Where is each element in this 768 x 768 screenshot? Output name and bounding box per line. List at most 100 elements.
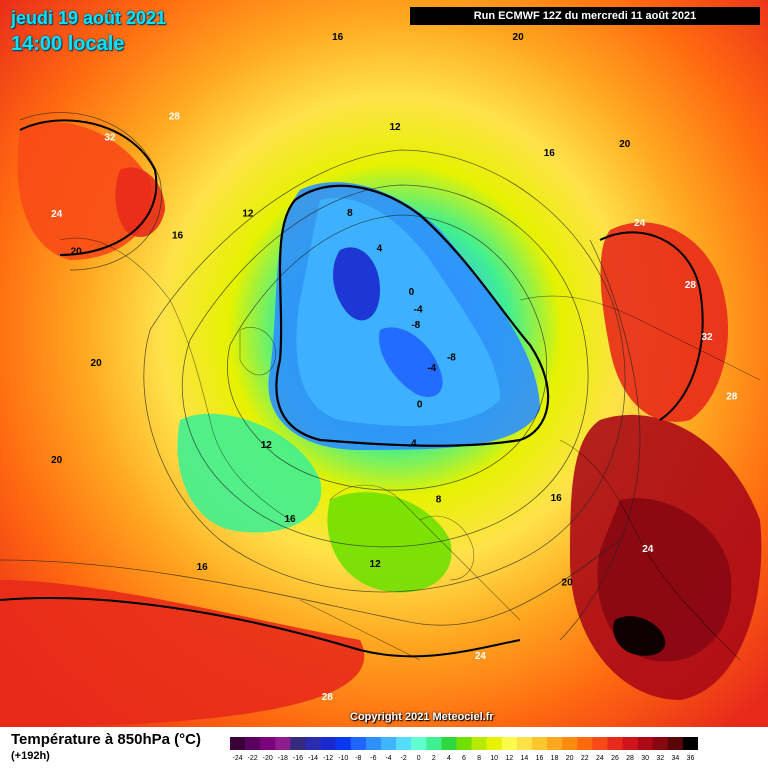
isotherm-label: 20 [51, 455, 63, 466]
isotherm-twenty-west [19, 119, 158, 256]
isotherm-label: -8 [447, 353, 456, 364]
isotherm-label: 16 [544, 148, 556, 159]
legend-label: 16 [536, 755, 544, 762]
coastline [59, 237, 291, 521]
legend-swatch [320, 737, 336, 750]
field-warm-core-west [115, 167, 165, 238]
isotherm-label: 32 [701, 332, 713, 343]
isotherm-label: 20 [562, 578, 574, 589]
isotherm-label: -8 [411, 320, 420, 331]
field-extreme-heat-core [613, 616, 666, 656]
coastline [329, 484, 521, 621]
isotherm-line [559, 239, 641, 641]
isotherm-labels: 16 12 20 20 16 12 8 4 0 -4 -8 -4 -8 0 4 8 12 16 20 24 28 24 28… [51, 32, 738, 703]
isotherm-label: 28 [169, 111, 181, 122]
legend-label: -20 [263, 755, 273, 762]
legend-swatch [667, 737, 684, 750]
isotherm-line [227, 214, 547, 491]
legend-swatch [245, 737, 261, 750]
legend-label: -14 [308, 755, 318, 762]
isotherm-label: 16 [284, 514, 296, 525]
legend-swatch [622, 737, 638, 750]
legend-swatch [471, 737, 487, 750]
legend-swatch [350, 737, 367, 750]
isotherm-label: 20 [91, 358, 103, 369]
legend-swatch [577, 737, 593, 750]
forecast-time: 14:00 locale [11, 33, 125, 55]
isotherm-label: 0 [417, 400, 423, 411]
isotherm-label: 24 [634, 218, 646, 229]
legend-label: 22 [581, 755, 589, 762]
legend-label: -10 [338, 755, 348, 762]
isotherm-label: 24 [475, 651, 487, 662]
isotherm-label: 12 [242, 209, 254, 220]
isotherm-label: 24 [51, 209, 63, 220]
legend-label: 6 [462, 755, 466, 762]
legend-label: 8 [477, 755, 481, 762]
field-mild-zone-europe [327, 492, 452, 593]
legend-swatch [380, 737, 397, 750]
legend-label: -22 [248, 755, 258, 762]
legend-swatch [456, 737, 472, 750]
temperature-fields [0, 122, 762, 727]
coastline [559, 439, 741, 661]
legend-label: -8 [355, 755, 361, 762]
legend-swatch [501, 737, 518, 750]
legend-label: 36 [687, 755, 695, 762]
legend-swatch [260, 737, 276, 750]
legend-swatch [682, 737, 698, 750]
legend-label: 26 [611, 755, 619, 762]
copyright: Copyright 2021 Meteociel.fr [350, 711, 494, 723]
field-hot-zone-northeast [600, 222, 729, 422]
isotherm-line [182, 184, 589, 548]
isotherm-label: 28 [322, 692, 334, 703]
isotherm-label: -4 [427, 363, 436, 374]
legend-swatch [531, 737, 548, 750]
legend-label: 4 [447, 755, 451, 762]
field-cold-core-1 [333, 247, 380, 321]
isotherm-twenty-south [0, 597, 521, 658]
isotherm-line [19, 112, 162, 271]
map-title: Température à 850hPa (°C) [11, 731, 201, 748]
legend-label: 10 [490, 755, 498, 762]
isotherm-label: 16 [332, 32, 344, 43]
legend-swatch [290, 737, 306, 750]
isotherm-label: 20 [513, 32, 525, 43]
field-hot-zone-south [0, 580, 365, 727]
legend-swatch [230, 737, 246, 750]
legend-label: 20 [566, 755, 574, 762]
legend-label: 32 [656, 755, 664, 762]
legend-swatch [547, 737, 563, 750]
temperature-map[interactable]: 16 12 20 20 16 12 8 4 0 -4 -8 -4 -8 0 4 8 12 16 20 24 28 24 28… [0, 0, 768, 727]
legend-label: 12 [505, 755, 513, 762]
field-warm-zone-west [17, 122, 152, 260]
isotherm-label: 20 [619, 139, 631, 150]
legend-swatch [275, 737, 291, 750]
isotherm-line [0, 539, 621, 626]
legend-swatch [486, 737, 503, 750]
isotherm-label: 16 [551, 493, 563, 504]
legend-label: 14 [520, 755, 528, 762]
isotherm-label: 12 [370, 559, 382, 570]
isotherm-label: 28 [685, 280, 697, 291]
legend-swatch [305, 737, 321, 750]
legend-label: -16 [293, 755, 303, 762]
legend-label: -4 [385, 755, 391, 762]
forecast-offset: (+192h) [11, 750, 50, 762]
legend-label: -24 [232, 755, 242, 762]
legend-swatch [562, 737, 578, 750]
legend-swatch [652, 737, 669, 750]
legend-label: 18 [551, 755, 559, 762]
isotherm-label: 12 [261, 440, 273, 451]
isotherm-label: 16 [197, 562, 209, 573]
field-mild-zone-west [177, 413, 322, 533]
isotherm-label: 4 [411, 438, 417, 449]
legend-label: -12 [323, 755, 333, 762]
isotherm-label: 28 [726, 391, 738, 402]
legend-swatch [607, 737, 623, 750]
legend-label: 0 [417, 755, 421, 762]
isotherm-label: 20 [71, 247, 83, 258]
isotherm-label: 24 [642, 544, 654, 555]
legend-label: 30 [641, 755, 649, 762]
